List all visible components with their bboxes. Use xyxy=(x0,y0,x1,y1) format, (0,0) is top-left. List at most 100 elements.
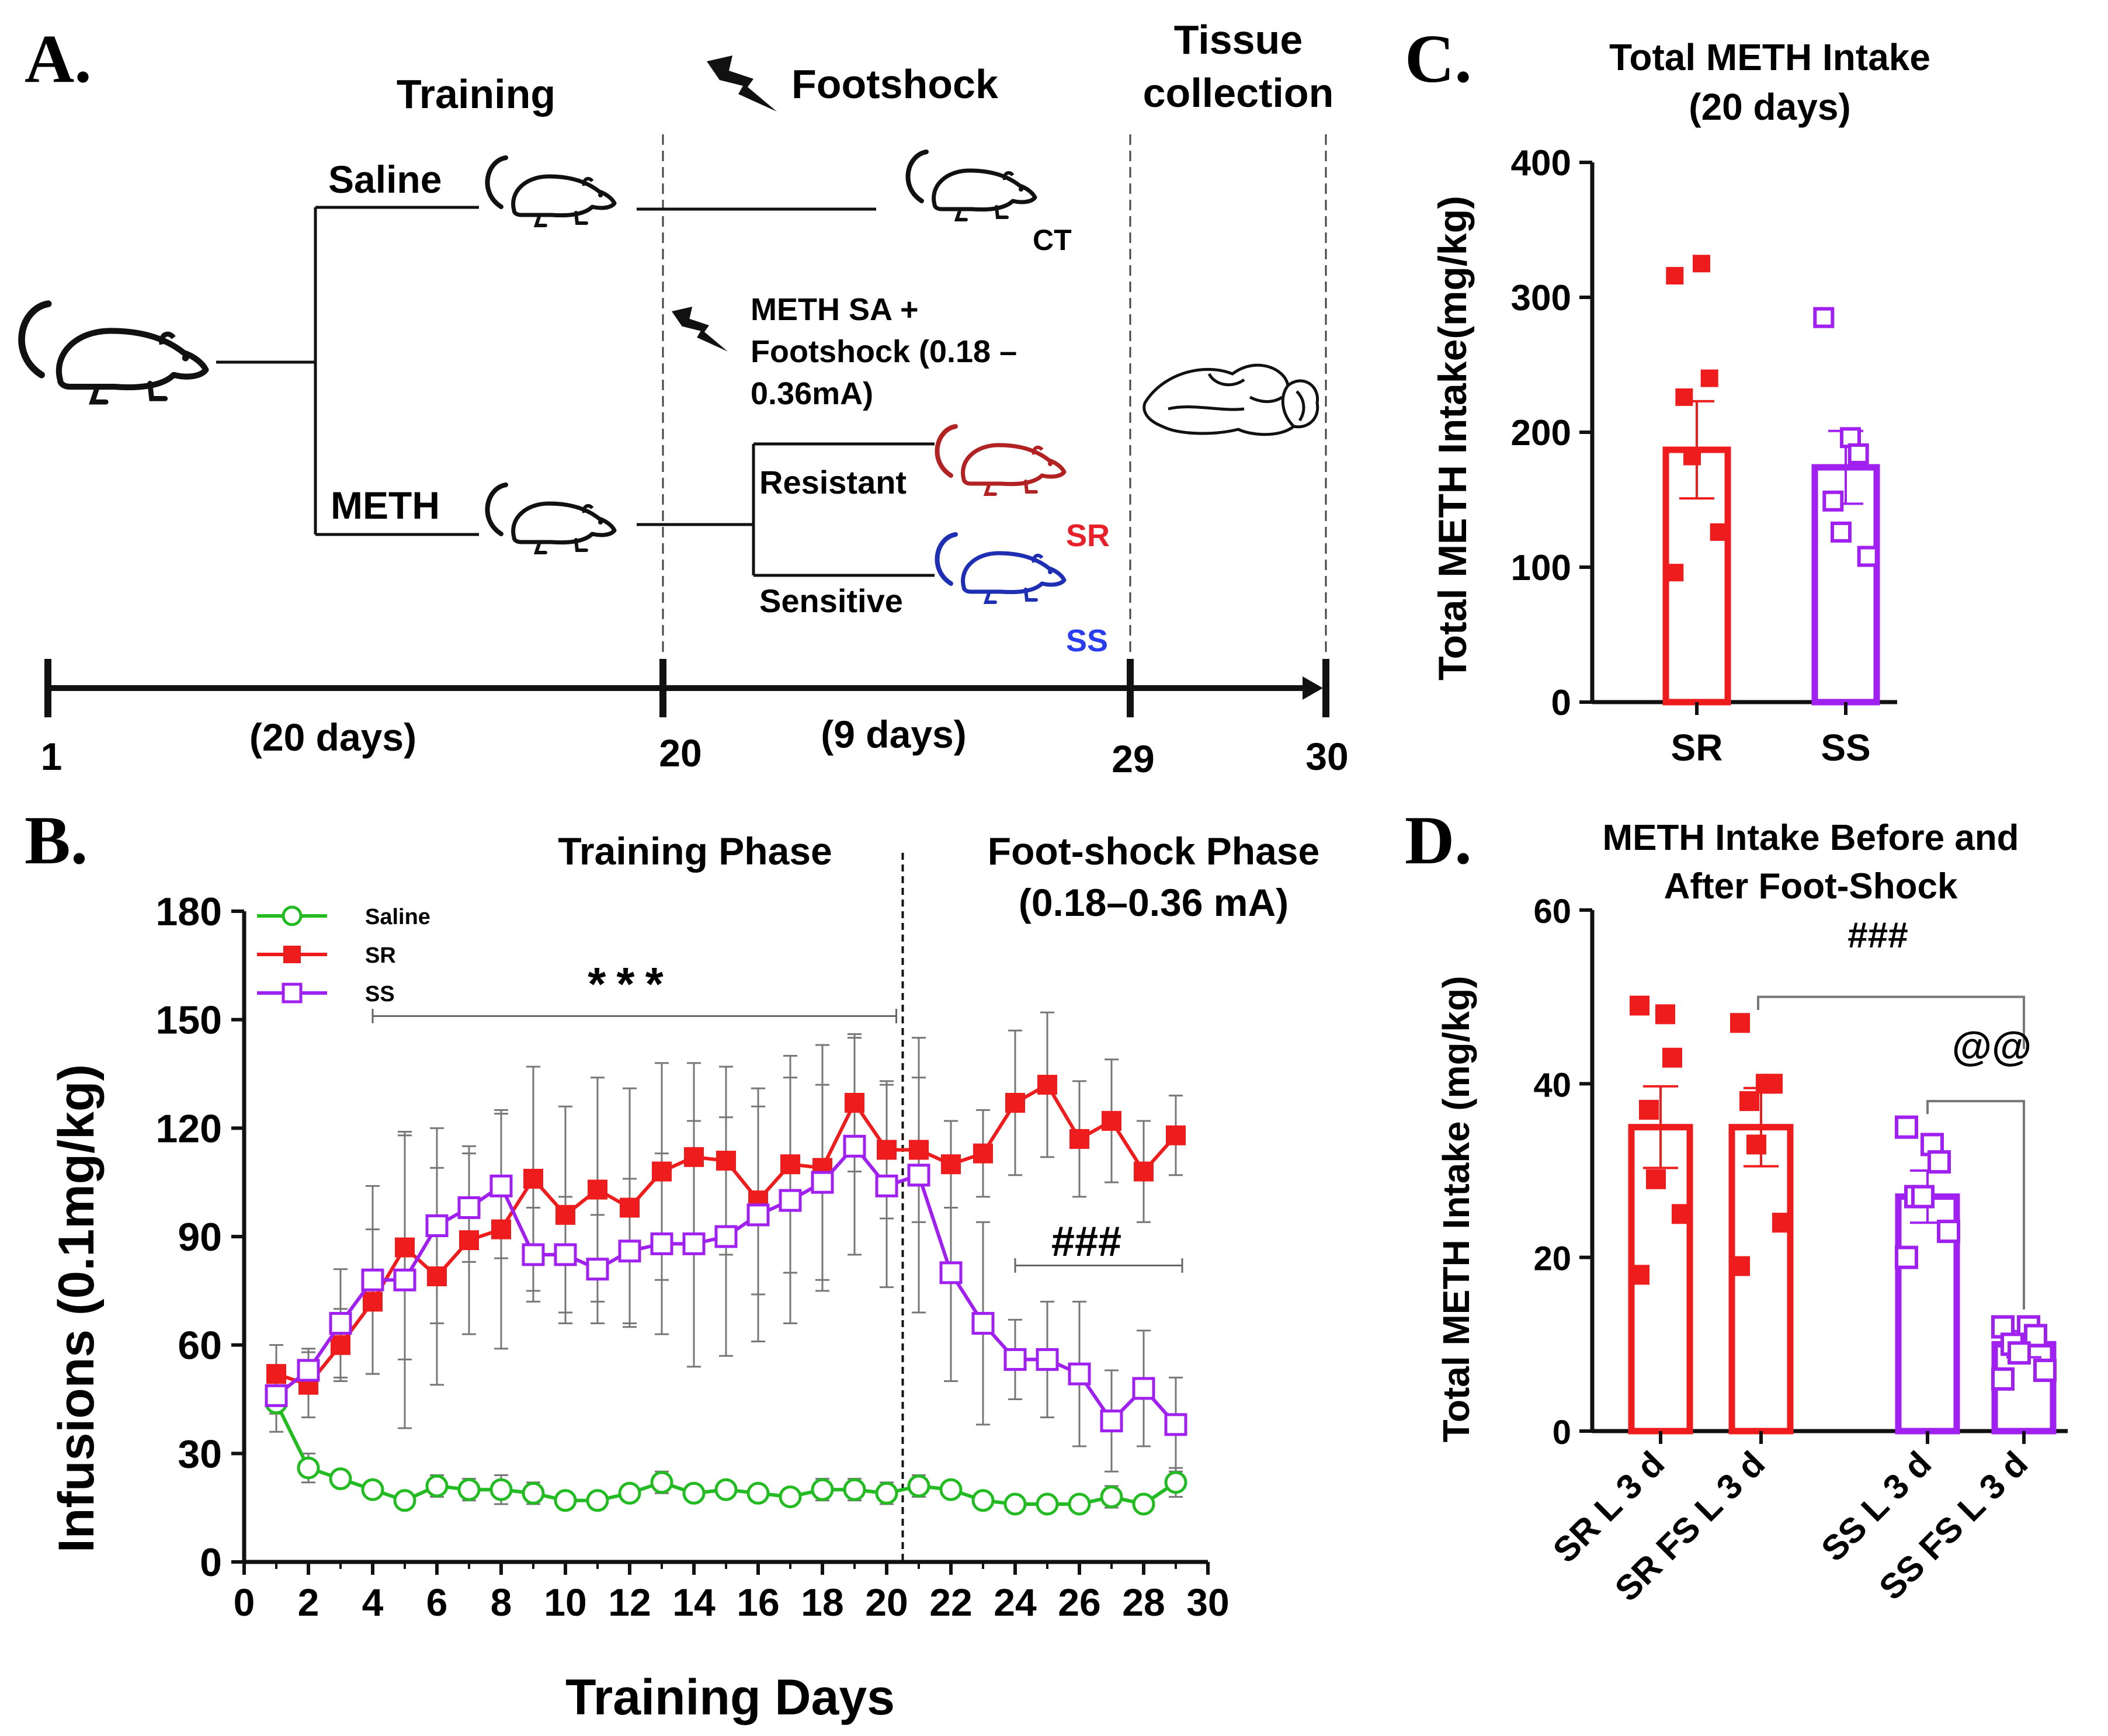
data-point xyxy=(2008,1341,2031,1365)
training-heading: Training xyxy=(397,71,555,117)
data-point-sr xyxy=(523,1168,543,1189)
footshock-phase-current: (0.18–0.36 mA) xyxy=(1019,881,1289,924)
data-point-saline xyxy=(875,1481,898,1505)
data-point-ss xyxy=(425,1214,449,1237)
y-tick-label: 200 xyxy=(1511,413,1571,453)
data-point-sr xyxy=(941,1154,961,1175)
data-point xyxy=(1739,1091,1759,1112)
lightning-icon-small xyxy=(672,307,728,352)
ss-label: SS xyxy=(1066,623,1108,658)
data-point-ss xyxy=(843,1134,866,1158)
data-point-saline xyxy=(714,1478,738,1501)
y-axis-label-d: Total METH Intake (mg/kg) xyxy=(1435,976,1477,1443)
data-point-ss xyxy=(746,1203,770,1227)
sensitive-label: Sensitive xyxy=(759,582,903,619)
data-point xyxy=(1655,1004,1675,1025)
data-point xyxy=(2033,1358,2057,1382)
chart-d-significance-1: ### xyxy=(1847,915,1908,956)
data-point xyxy=(1646,1169,1666,1189)
timeline xyxy=(44,659,1329,717)
x-tick-label-b: 26 xyxy=(1058,1581,1100,1624)
panel-label-a: A. xyxy=(25,20,92,97)
x-tick-label-b: 30 xyxy=(1186,1581,1229,1624)
data-point-ss xyxy=(265,1384,288,1407)
x-tick-label-b: 22 xyxy=(929,1581,972,1624)
data-point-ss xyxy=(1003,1348,1027,1371)
x-tick-label-b: 8 xyxy=(491,1581,512,1624)
data-point-sr xyxy=(716,1151,736,1171)
meth-sa-label-3: 0.36mA) xyxy=(751,376,873,411)
data-point-ss xyxy=(875,1174,898,1197)
data-point-ss xyxy=(1068,1362,1091,1386)
x-tick-label-b: 16 xyxy=(737,1581,779,1624)
timeline-20-days: (20 days) xyxy=(249,716,416,759)
bar xyxy=(1728,1124,1794,1435)
data-point xyxy=(1746,1134,1766,1155)
legend-marker-ss xyxy=(282,982,303,1004)
chart-b-legend: Saline SR SS xyxy=(257,905,430,1006)
rat-icon-ct xyxy=(908,152,1035,220)
data-point xyxy=(1666,564,1684,582)
data-point xyxy=(1857,546,1878,567)
data-point xyxy=(1847,443,1869,464)
data-point-saline xyxy=(618,1481,641,1505)
data-point-saline xyxy=(329,1467,352,1491)
data-point xyxy=(1666,267,1684,285)
data-point xyxy=(1813,307,1835,328)
data-point xyxy=(1895,1245,1918,1269)
y-axis-label-b: Infusions (0.1mg/kg) xyxy=(48,1064,105,1553)
legend-marker-sr xyxy=(283,946,301,963)
data-point-sr xyxy=(652,1161,672,1182)
brain-icon xyxy=(1142,363,1319,436)
data-point-ss xyxy=(329,1312,352,1335)
footshock-phase-label: Foot-shock Phase xyxy=(988,829,1319,873)
data-point-saline xyxy=(907,1474,930,1498)
data-point-ss xyxy=(650,1232,673,1255)
rat-icon-saline xyxy=(487,158,614,225)
y-axis-label-c: Total METH Intake(mg/kg) xyxy=(1430,196,1475,680)
y-tick-label-b: 60 xyxy=(178,1324,222,1368)
x-tick-label-b: 6 xyxy=(426,1581,448,1624)
data-point-sr xyxy=(1069,1129,1089,1149)
data-point xyxy=(1991,1367,2015,1391)
data-point xyxy=(1675,388,1693,406)
data-point-saline xyxy=(811,1478,834,1501)
data-point-sr xyxy=(1005,1093,1025,1113)
timeline-9-days: (9 days) xyxy=(821,713,966,756)
sr-label: SR xyxy=(1066,518,1110,553)
data-point xyxy=(1639,1099,1659,1120)
data-point-sr xyxy=(1166,1125,1186,1145)
data-point-sr xyxy=(909,1140,929,1160)
data-point-sr xyxy=(427,1266,447,1287)
data-point-ss xyxy=(682,1232,706,1255)
y-tick-label-b: 30 xyxy=(178,1432,222,1476)
tissue-heading-2: collection xyxy=(1143,70,1334,116)
data-point-sr xyxy=(780,1154,800,1175)
rat-icon-start xyxy=(22,304,206,402)
data-point-saline xyxy=(1003,1492,1027,1516)
data-point-saline xyxy=(489,1478,513,1501)
legend-label-ss: SS xyxy=(365,982,395,1006)
data-point-saline xyxy=(297,1456,320,1480)
chart-d-sig-bracket-1 xyxy=(1757,995,2025,1049)
y-tick-label-b: 120 xyxy=(156,1106,222,1151)
data-point xyxy=(1683,447,1701,466)
y-tick-label-b: 150 xyxy=(156,998,222,1043)
data-point xyxy=(1630,1265,1649,1285)
rat-icon-meth xyxy=(487,485,614,553)
timeline-day-1: 1 xyxy=(41,735,62,778)
ct-label: CT xyxy=(1033,224,1072,256)
meth-sa-label-1: METH SA + xyxy=(751,292,919,327)
data-point-ss xyxy=(811,1171,834,1194)
data-point-sr xyxy=(684,1147,704,1167)
legend-label-sr: SR xyxy=(365,943,396,968)
x-tick-label-b: 2 xyxy=(298,1581,320,1624)
timeline-day-30: 30 xyxy=(1305,735,1348,778)
data-point xyxy=(1630,995,1649,1016)
panel-a: A. Training Footshock Tissue collection xyxy=(22,17,1349,780)
data-point-ss xyxy=(939,1261,963,1284)
data-point-sr xyxy=(363,1291,383,1312)
panel-label-d: D. xyxy=(1405,802,1472,879)
data-point-saline xyxy=(554,1489,577,1512)
